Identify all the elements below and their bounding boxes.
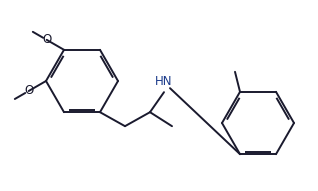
- Text: O: O: [42, 33, 51, 46]
- Text: HN: HN: [155, 75, 173, 88]
- Text: O: O: [24, 84, 33, 97]
